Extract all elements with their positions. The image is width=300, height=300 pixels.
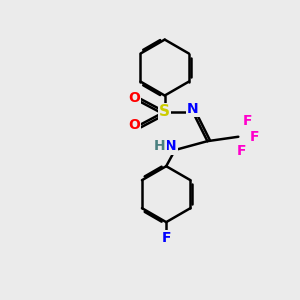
Text: F: F	[161, 231, 171, 245]
Text: S: S	[159, 104, 170, 119]
Text: N: N	[165, 140, 176, 154]
Text: O: O	[128, 118, 140, 132]
Text: F: F	[250, 130, 259, 144]
Text: O: O	[128, 92, 140, 106]
Text: H: H	[154, 140, 166, 154]
Text: F: F	[242, 114, 252, 128]
Text: N: N	[187, 102, 199, 116]
Text: F: F	[236, 145, 246, 158]
